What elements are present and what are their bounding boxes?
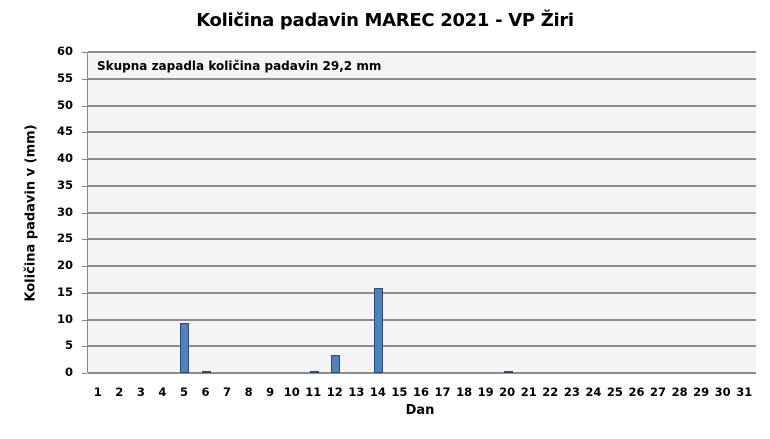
x-tick-label: 19 [477,385,494,399]
y-tick-mark [82,159,87,160]
x-tick-label: 11 [305,385,322,399]
y-tick-mark [82,212,87,214]
x-tick-label: 7 [223,385,232,399]
x-tick-label: 24 [585,385,602,399]
gridline [88,345,756,348]
x-tick-label: 12 [326,385,343,399]
x-tick-label: 13 [348,385,365,399]
x-tick-label: 25 [606,385,623,399]
bar-day-20 [503,371,513,373]
y-tick-mark [82,239,87,241]
x-tick-label: 30 [714,385,731,399]
y-tick-mark [82,319,87,321]
x-tick-label: 9 [266,385,275,399]
y-axis-title: Količina padavin v (mm) [23,124,39,302]
x-tick-label: 20 [499,385,516,399]
y-tick-label: 25 [56,231,73,246]
x-tick-label: 27 [650,385,667,399]
bar-day-6 [202,371,212,373]
bar-day-11 [309,371,319,373]
gridline [88,77,756,80]
y-tick-label: 20 [56,258,73,272]
y-tick-mark [82,292,87,294]
x-tick-label: 17 [434,385,451,399]
y-tick-mark [82,78,87,80]
x-tick-label: 22 [542,385,559,399]
x-tick-label: 10 [283,385,300,399]
y-tick-label: 60 [56,44,73,58]
gridline [88,158,756,160]
x-axis-title: Dan [405,403,435,418]
y-tick-label: 10 [56,311,73,326]
x-tick-label: 18 [456,385,473,399]
y-tick-label: 15 [56,284,73,299]
x-tick-label: 4 [158,385,167,399]
gridline [88,372,756,374]
x-tick-label: 14 [369,385,386,399]
y-tick-mark [82,185,87,187]
x-tick-label: 3 [136,385,145,399]
x-tick-label: 5 [179,385,188,399]
y-tick-label: 45 [56,124,73,139]
x-tick-label: 16 [412,385,429,399]
bar-day-5 [180,323,190,373]
y-tick-mark [82,266,87,267]
gridline [88,211,756,214]
x-tick-label: 6 [201,385,210,399]
y-tick-mark [82,346,87,348]
y-tick-label: 40 [56,151,73,165]
x-tick-label: 23 [563,385,580,399]
total-annotation: Skupna zapadla količina padavin 29,2 mm [97,59,382,73]
x-tick-label: 1 [93,385,102,399]
gridline [88,318,756,321]
y-tick-label: 50 [56,97,73,112]
x-tick-label: 8 [244,385,253,399]
y-tick-mark [82,105,87,107]
x-tick-label: 26 [628,385,645,399]
gridline [88,238,756,241]
chart-title: Količina padavin MAREC 2021 - VP Žiri [196,10,574,31]
x-tick-label: 29 [693,385,710,399]
y-tick-label: 5 [64,338,73,353]
gridline [88,131,756,134]
gridline [88,265,756,267]
gridline [88,51,756,53]
gridline [88,104,756,107]
y-tick-mark [82,52,87,53]
x-tick-label: 28 [671,385,688,399]
y-tick-mark [82,132,87,134]
y-tick-mark [82,373,87,374]
x-tick-label: 31 [736,385,753,399]
x-tick-label: 15 [391,385,408,399]
y-tick-label: 30 [56,204,73,219]
gridline [88,184,756,187]
bar-day-12 [331,354,341,373]
y-tick-label: 0 [64,365,73,379]
x-tick-label: 21 [520,385,537,399]
plot-area [82,51,756,374]
bar-day-14 [374,287,384,373]
y-tick-label: 55 [56,70,73,85]
gridline [88,291,756,294]
y-tick-label: 35 [56,177,73,192]
x-tick-label: 2 [115,385,124,399]
